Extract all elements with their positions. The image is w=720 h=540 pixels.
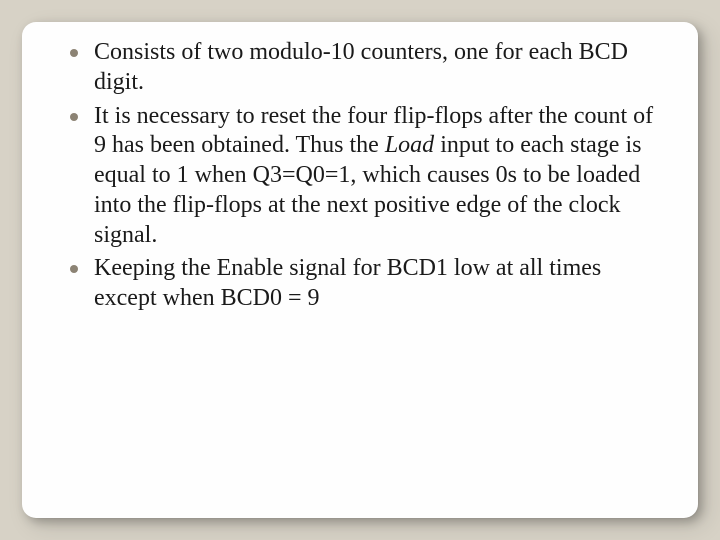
list-item: Consists of two modulo-10 counters, one … [64, 38, 656, 98]
list-item: It is necessary to reset the four flip-f… [64, 102, 656, 251]
bullet-list: Consists of two modulo-10 counters, one … [64, 38, 656, 314]
list-item: Keeping the Enable signal for BCD1 low a… [64, 254, 656, 314]
slide-card: Consists of two modulo-10 counters, one … [22, 22, 698, 518]
